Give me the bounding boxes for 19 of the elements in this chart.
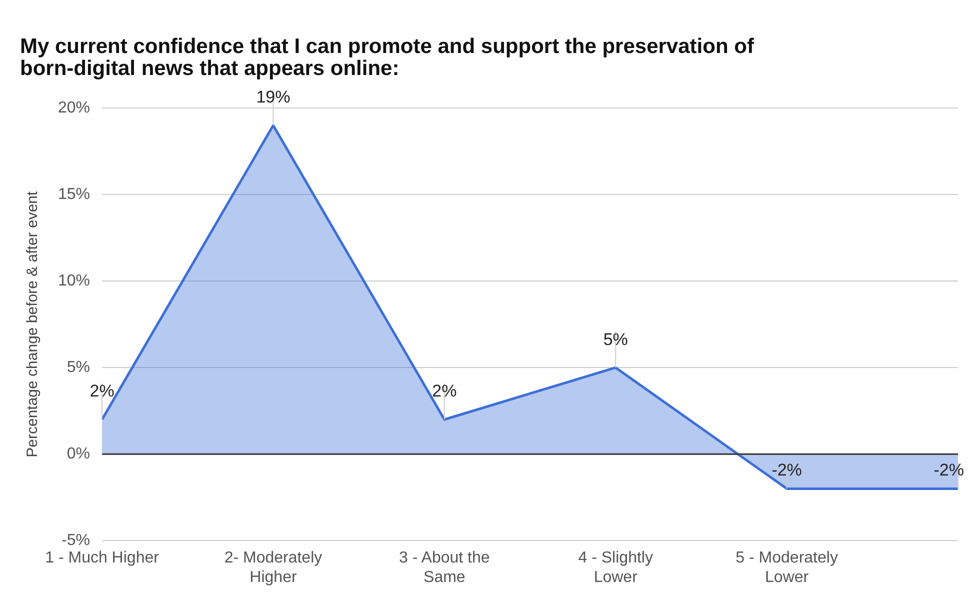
y-tick-label: 20% xyxy=(58,100,90,117)
y-tick-label: 15% xyxy=(58,186,90,204)
y-axis-title: Percentage change before & after event xyxy=(24,190,42,458)
y-tick-label: 5% xyxy=(66,359,90,376)
x-tick-label: 4 - Slightly Lower xyxy=(578,550,653,586)
data-label: 19% xyxy=(256,88,290,107)
x-tick-label: 2- Moderately Higher xyxy=(224,550,322,586)
x-tick-label: 3 - About the Same xyxy=(399,550,490,586)
data-label: 2% xyxy=(432,382,457,401)
data-label: -2% xyxy=(772,460,802,480)
data-label: 5% xyxy=(603,330,628,349)
y-tick-label: -5% xyxy=(62,532,90,550)
y-tick-label: 10% xyxy=(58,272,90,290)
y-tick-label: 0% xyxy=(66,446,90,463)
data-label: 2% xyxy=(90,382,114,401)
x-tick-label: 5 - Moderately Lower xyxy=(736,550,838,586)
chart-title: My current confidence that I can promote and support the preservation of born-digital news that appears online: xyxy=(20,34,755,80)
x-tick-label: 1 - Much Higher xyxy=(45,550,160,567)
data-label: -2% xyxy=(934,460,964,480)
